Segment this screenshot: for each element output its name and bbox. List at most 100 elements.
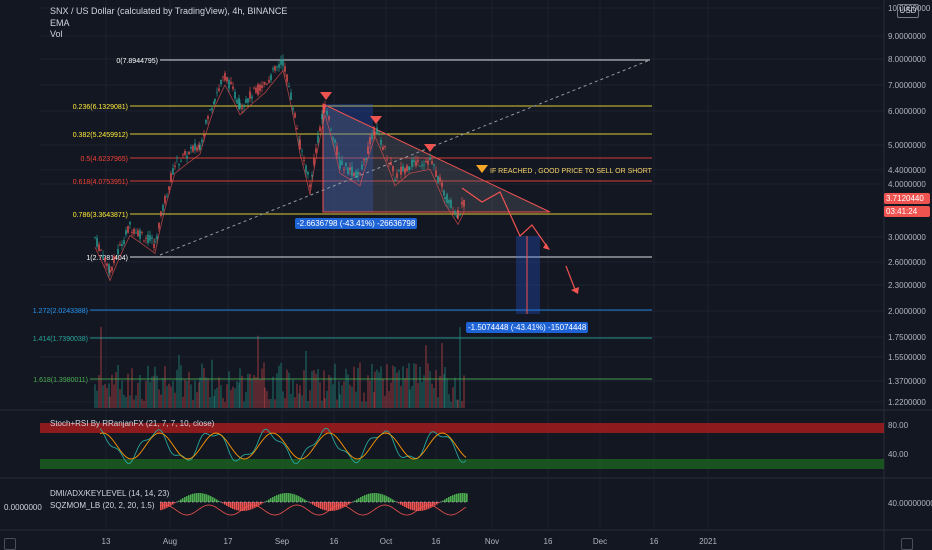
- price-tick-label: 7.0000000: [888, 81, 926, 90]
- squeeze-histogram-bar: [208, 495, 210, 502]
- volume-bar: [253, 375, 255, 408]
- stoch-rsi-title[interactable]: Stoch+RSI By RRanjanFX (21, 7, 7, 10, cl…: [50, 419, 215, 428]
- candle-body: [168, 186, 170, 190]
- candle-body: [232, 86, 234, 89]
- volume-bar: [220, 385, 222, 408]
- symbol-title[interactable]: SNX / US Dollar (calculated by TradingVi…: [50, 6, 288, 16]
- volume-bar: [343, 381, 345, 408]
- squeeze-histogram-bar: [194, 493, 196, 502]
- volume-bar: [184, 379, 186, 408]
- candle-body: [194, 143, 196, 151]
- candle-body: [108, 264, 110, 274]
- target-arrow: [565, 265, 577, 293]
- measure-box-2[interactable]: -1.5074448 (-43.41%) -15074448: [466, 322, 589, 333]
- volume-bar: [239, 368, 241, 408]
- candle-body: [245, 99, 247, 103]
- time-tick-label: 16: [432, 537, 441, 546]
- currency-button[interactable]: USD: [897, 4, 919, 18]
- candle-body: [190, 146, 192, 149]
- squeeze-histogram-bar: [366, 494, 368, 502]
- volume-bar: [402, 366, 404, 408]
- squeeze-histogram-bar: [376, 493, 378, 502]
- volume-bar: [454, 377, 456, 408]
- squeeze-histogram-bar: [326, 502, 328, 511]
- volume-bar: [131, 368, 133, 408]
- volume-bar: [176, 369, 178, 408]
- candle-body: [178, 163, 180, 166]
- candle-body: [226, 76, 228, 82]
- squeeze-histogram-bar: [268, 499, 270, 502]
- volume-bar: [218, 377, 220, 408]
- volume-bar: [168, 383, 170, 408]
- volume-bar: [149, 382, 151, 408]
- squeeze-histogram-bar: [282, 493, 284, 502]
- candle-body: [398, 170, 400, 171]
- volume-bar: [353, 366, 355, 408]
- candle-body: [332, 137, 334, 140]
- candle-body: [421, 164, 423, 166]
- candle-body: [264, 83, 266, 85]
- candle-body: [315, 148, 317, 153]
- price-tick-label: 1.7500000: [888, 333, 926, 342]
- volume-bar: [174, 392, 176, 408]
- volume-indicator-label[interactable]: Vol: [50, 29, 63, 39]
- squeeze-histogram-bar: [422, 502, 424, 511]
- candle-body: [172, 168, 174, 175]
- measure-box-1[interactable]: -2.6636798 (-43.41%) -26636798: [295, 218, 418, 229]
- candle-body: [305, 165, 307, 173]
- volume-bar: [135, 395, 137, 408]
- volume-bar: [307, 401, 309, 408]
- dmi-title[interactable]: DMI/ADX/KEYLEVEL (14, 14, 23): [50, 489, 170, 498]
- squeeze-histogram-bar: [304, 499, 306, 502]
- candle-body: [290, 92, 292, 100]
- squeeze-histogram-bar: [260, 502, 262, 505]
- squeeze-histogram-bar: [292, 493, 294, 502]
- squeeze-histogram-bar: [346, 502, 348, 506]
- candle-body: [261, 85, 263, 89]
- squeeze-histogram-bar: [204, 493, 206, 502]
- volume-bar: [299, 385, 301, 408]
- volume-bar: [137, 382, 139, 408]
- squeeze-histogram-bar: [432, 502, 434, 507]
- volume-bar: [268, 399, 270, 408]
- candle-body: [324, 105, 326, 108]
- volume-bar: [228, 371, 230, 408]
- candle-body: [284, 66, 286, 72]
- volume-bar: [203, 368, 205, 408]
- volume-bar: [127, 373, 129, 408]
- candle-body: [334, 139, 336, 143]
- squeeze-histogram-bar: [300, 497, 302, 502]
- squeeze-histogram-bar: [330, 502, 332, 511]
- scroll-right-handle[interactable]: [901, 538, 913, 550]
- volume-bar: [143, 400, 145, 408]
- volume-bar: [290, 393, 292, 408]
- candle-body: [456, 215, 458, 218]
- scroll-left-handle[interactable]: [4, 538, 16, 550]
- sqzmom-title[interactable]: SQZMOM_LB (20, 2, 20, 1.5): [50, 501, 155, 510]
- candle-body: [376, 127, 378, 134]
- squeeze-histogram-bar: [404, 502, 406, 507]
- volume-bar: [182, 396, 184, 408]
- squeeze-histogram-bar: [408, 502, 410, 509]
- squeeze-histogram-bar: [442, 500, 444, 502]
- candle-body: [220, 79, 222, 85]
- ema-indicator-label[interactable]: EMA: [50, 18, 70, 28]
- volume-bar: [230, 389, 232, 408]
- candle-body: [131, 232, 133, 233]
- volume-bar: [305, 351, 307, 408]
- price-tick-label: 4.0000000: [888, 180, 926, 189]
- candle-body: [170, 173, 172, 182]
- volume-bar: [390, 382, 392, 408]
- squeeze-histogram-bar: [222, 502, 224, 504]
- candle-body: [98, 244, 100, 251]
- projection-arrowhead: [543, 243, 550, 250]
- candle-body: [222, 76, 224, 78]
- candle-body: [423, 164, 425, 166]
- squeeze-histogram-bar: [380, 493, 382, 502]
- squeeze-histogram-bar: [168, 502, 170, 507]
- squeeze-histogram-bar: [438, 502, 440, 504]
- volume-bar: [367, 375, 369, 408]
- candle-body: [113, 256, 115, 264]
- squeeze-histogram-bar: [312, 502, 314, 505]
